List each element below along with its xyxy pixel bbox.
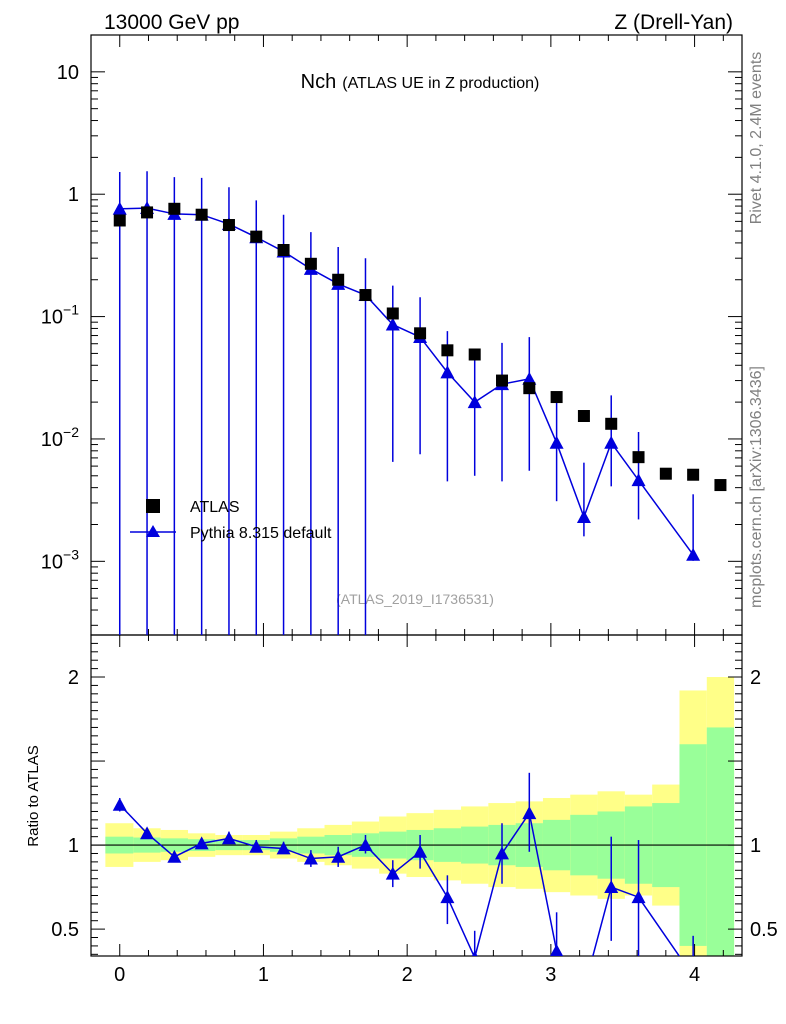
ratio-axis-label: Ratio to ATLAS xyxy=(25,745,42,846)
atlas-point xyxy=(250,230,263,243)
pythia-point xyxy=(385,317,400,331)
pythia-point xyxy=(467,395,482,409)
x-tick-label: 3 xyxy=(545,964,556,986)
lower-y-tick-labels: 2 2 1 1 0.5 0.5 xyxy=(51,667,778,941)
pythia-point xyxy=(112,201,127,215)
legend-pythia-label: Pythia 8.315 default xyxy=(190,525,332,542)
atlas-point xyxy=(659,467,672,480)
atlas-point xyxy=(577,410,590,423)
x-tick-labels: 0 1 2 3 4 xyxy=(114,964,700,986)
atlas-point xyxy=(687,468,700,481)
rivet-label: Rivet 4.1.0, 2.4M events xyxy=(748,52,765,225)
upper-y-tick-labels: 10 1 10−1 10−2 10−3 xyxy=(41,62,79,573)
pythia-ratio-point xyxy=(167,849,182,863)
atlas-point xyxy=(277,244,290,257)
mcplots-label: mcplots.cern.ch [arXiv:1306.3436] xyxy=(748,366,765,608)
pythia-point xyxy=(576,510,591,524)
pythia-ratio-point xyxy=(471,950,478,956)
atlas-point xyxy=(414,327,427,340)
upper-y-tick-label: 10−3 xyxy=(41,546,79,573)
header-left: 13000 GeV pp xyxy=(104,11,239,34)
atlas-point xyxy=(605,417,618,430)
ratio-bands xyxy=(105,677,735,956)
atlas-series-upper xyxy=(113,202,727,492)
pythia-ratio-point xyxy=(385,866,400,880)
atlas-point xyxy=(168,202,181,215)
pythia-ratio-point xyxy=(604,880,619,894)
atlas-point xyxy=(632,451,645,464)
legend-atlas-label: ATLAS xyxy=(190,499,240,516)
pythia-ratio-point xyxy=(358,838,373,852)
atlas-point xyxy=(550,391,563,404)
upper-y-tick-label: 10−1 xyxy=(41,302,79,329)
ratio-clipped-group xyxy=(112,772,694,996)
pythia-point xyxy=(522,371,537,385)
x-tick-label: 4 xyxy=(689,964,700,986)
pythia-point xyxy=(686,547,701,561)
upper-y-tick-label: 10 xyxy=(57,62,79,84)
pythia-ratio-point xyxy=(249,839,264,853)
legend-pythia-marker xyxy=(146,525,160,537)
legend-atlas-marker xyxy=(146,499,160,513)
atlas-point xyxy=(222,219,235,232)
atlas-point xyxy=(113,214,126,227)
lower-y-tick-label-right: 0.5 xyxy=(750,919,778,941)
chart-title: Nch (ATLAS UE in Z production) xyxy=(301,71,540,93)
lower-y-tick-label-right: 2 xyxy=(750,667,761,689)
x-tick-label: 1 xyxy=(258,964,269,986)
header-right: Z (Drell-Yan) xyxy=(614,11,733,34)
pythia-point xyxy=(631,473,646,487)
green-band-bin xyxy=(706,727,735,956)
pythia-ratio-point xyxy=(194,836,209,850)
pythia-series-ratio xyxy=(112,772,694,996)
pythia-point xyxy=(549,435,564,449)
pythia-ratio-point xyxy=(413,844,428,858)
atlas-point xyxy=(141,206,154,219)
pythia-ratio-point xyxy=(577,983,591,996)
pythia-ratio-point xyxy=(522,806,537,820)
pythia-ratio-point xyxy=(495,846,510,860)
atlas-point xyxy=(468,348,481,361)
atlas-point xyxy=(441,344,454,357)
upper-y-tick-label: 1 xyxy=(68,184,79,206)
pythia-ratio-point xyxy=(331,849,346,863)
atlas-point xyxy=(496,374,509,387)
lower-y-tick-label-left: 1 xyxy=(68,835,79,857)
atlas-point xyxy=(332,273,345,286)
pythia-ratio-point xyxy=(303,851,318,865)
lower-frame xyxy=(90,634,743,957)
atlas-point xyxy=(714,479,727,492)
pythia-ratio-point xyxy=(631,890,646,904)
pythia-ratio-point xyxy=(112,797,127,811)
atlas-point xyxy=(359,289,372,302)
atlas-point xyxy=(386,307,399,320)
legend: ATLAS Pythia 8.315 default xyxy=(130,499,332,542)
x-tick-label: 2 xyxy=(402,964,413,986)
axis-ticks xyxy=(90,34,742,956)
pythia-point xyxy=(604,435,619,449)
pythia-ratio-point xyxy=(221,831,236,845)
x-tick-label: 0 xyxy=(114,964,125,986)
pythia-ratio-point xyxy=(440,890,455,904)
analysis-id: (ATLAS_2019_I1736531) xyxy=(336,591,494,607)
atlas-point xyxy=(523,382,536,395)
pythia-series-upper xyxy=(112,171,701,635)
upper-y-tick-label: 10−2 xyxy=(41,424,79,451)
atlas-point xyxy=(304,257,317,270)
lower-y-tick-label-right: 1 xyxy=(750,835,761,857)
pythia-point xyxy=(440,365,455,379)
lower-y-tick-label-left: 2 xyxy=(68,667,79,689)
lower-y-tick-label-left: 0.5 xyxy=(51,919,79,941)
pythia-ratio-point xyxy=(550,943,564,956)
atlas-point xyxy=(195,208,208,221)
pythia-ratio-point xyxy=(140,826,155,840)
pythia-ratio-point xyxy=(276,841,291,855)
